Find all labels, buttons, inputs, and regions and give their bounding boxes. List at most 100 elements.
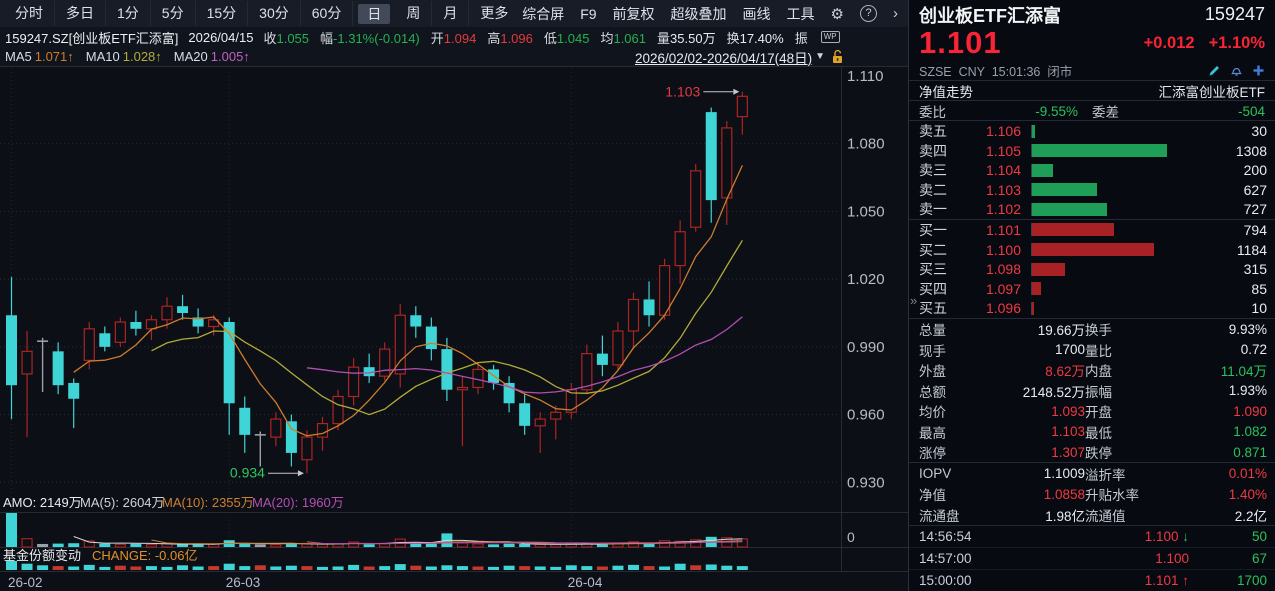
svg-text:MA(5): 2604万: MA(5): 2604万: [80, 495, 165, 510]
order-book-bids: 买一 1.101 794 买二 1.100 1184 买三 1.098 315 买四 1.097 85…: [909, 220, 1275, 319]
weibi-label: 委比: [919, 105, 946, 120]
range-dropdown-icon[interactable]: ▼: [815, 51, 825, 62]
edit-icon[interactable]: [1208, 64, 1221, 77]
period-menu: 分时 多日 1分 5分 15分 30分 60分日周月更多: [4, 0, 519, 27]
period-6[interactable]: 30分: [248, 1, 301, 26]
period-4[interactable]: 5分: [151, 1, 196, 26]
book-row-卖三[interactable]: 卖三 1.104 200: [919, 162, 1267, 179]
ma-item-MA10: MA10 1.028↑: [85, 49, 162, 64]
alert-bell-icon[interactable]: [1230, 64, 1243, 77]
period-toolbar: 分时 多日 1分 5分 15分 30分 60分日周月更多 综合屏 F9 前复权 超级叠加 画线 工具 ⚙…: [0, 0, 908, 27]
order-book-asks: 卖五 1.106 30 卖四 1.105 1308 卖三 1.104 200 卖二 1.103 627…: [909, 121, 1275, 220]
svg-text:0: 0: [847, 529, 855, 545]
svg-text:0.960: 0.960: [847, 407, 885, 424]
stat-row-外盘: 外盘 8.62万 内盘 11.04万: [919, 364, 1267, 380]
svg-text:1.110: 1.110: [847, 68, 883, 85]
depth-bar: [1032, 124, 1036, 138]
book-row-卖二[interactable]: 卖二 1.103 627: [919, 181, 1267, 198]
tool-item-4[interactable]: 超级叠加: [670, 5, 727, 22]
market-status: SZSE CNY 15:01:36 闭市: [919, 64, 1073, 79]
depth-bar: [1032, 282, 1041, 296]
svg-text:0.990: 0.990: [847, 339, 885, 356]
kline-chart[interactable]: 1.103 0.934 1.110 1.080 1.050 1.020 0.990 0.960…: [0, 66, 908, 591]
book-row-买四[interactable]: 买四 1.097 85: [919, 280, 1267, 297]
price-change: +0.012: [1143, 33, 1195, 52]
stat-row-总额: 总额 2148.52万 振幅 1.93%: [919, 383, 1267, 400]
book-row-买三[interactable]: 买三 1.098 315: [919, 261, 1267, 278]
stat-row-净值: 净值 1.0858 升贴水率 1.40%: [919, 486, 1267, 504]
gear-icon[interactable]: ⚙: [830, 5, 844, 23]
book-row-买五[interactable]: 买五 1.096 10: [919, 300, 1267, 317]
unlock-icon[interactable]: [831, 49, 844, 64]
price-change-pct: +1.10%: [1208, 33, 1265, 52]
period-11[interactable]: 更多: [480, 5, 509, 21]
info-bar: 159247.SZ[创业板ETF汇添富] 2026/04/15 收1.055 幅-…: [0, 27, 908, 47]
book-row-买一[interactable]: 买一 1.101 794: [919, 221, 1267, 238]
weibi-value: -9.55%: [1035, 103, 1078, 119]
depth-bar: [1032, 183, 1097, 197]
tool-item-6[interactable]: 工具: [786, 5, 815, 22]
svg-text:MA(20): 1960万: MA(20): 1960万: [252, 495, 344, 510]
svg-text:基金份额变动: 基金份额变动: [3, 548, 81, 563]
book-row-卖四[interactable]: 卖四 1.105 1308: [919, 142, 1267, 159]
period-3[interactable]: 1分: [106, 1, 151, 26]
toolbar-right: 综合屏 F9 前复权 超级叠加 画线 工具 ⚙? ›: [522, 4, 908, 24]
up-arrow-icon: ↑: [1178, 572, 1189, 588]
svg-text:26-03: 26-03: [226, 575, 261, 590]
svg-text:1.050: 1.050: [847, 203, 885, 220]
tick-row: 15:00:00 1.101 ↑ 1700: [909, 570, 1275, 591]
ma-item-MA5: MA5 1.071↑: [5, 49, 74, 64]
tool-item-1[interactable]: 综合屏: [522, 5, 565, 22]
field-量: 量35.50万: [657, 30, 716, 46]
period-1[interactable]: 分时: [4, 1, 55, 26]
stat-row-涨停: 涨停 1.307 跌停 0.871: [919, 444, 1267, 462]
svg-text:1.020: 1.020: [847, 271, 885, 288]
tool-item-2[interactable]: F9: [580, 5, 597, 22]
add-icon[interactable]: [1252, 64, 1265, 77]
svg-text:1.080: 1.080: [847, 136, 885, 153]
period-10[interactable]: 月: [432, 1, 470, 26]
tab-nav-trend[interactable]: 净值走势: [919, 84, 973, 100]
svg-text:CHANGE: -0.06亿: CHANGE: -0.06亿: [92, 548, 197, 563]
svg-text:26-04: 26-04: [568, 575, 603, 590]
depth-bar: [1032, 144, 1167, 158]
field-收: 收1.055: [263, 30, 310, 46]
field-换: 换17.40%: [726, 30, 784, 46]
period-8[interactable]: 日: [358, 3, 391, 24]
book-row-卖五[interactable]: 卖五 1.106 30: [919, 123, 1267, 139]
period-2[interactable]: 多日: [55, 1, 106, 26]
tool-item-5[interactable]: 画线: [742, 5, 771, 22]
ma-bar: MA5 1.071↑ MA10 1.028↑ MA20 1.005↑ 2026/02/02…: [0, 47, 908, 66]
period-5[interactable]: 15分: [196, 1, 249, 26]
tool-item-3[interactable]: 前复权: [612, 5, 655, 22]
fund-code: 159247: [1204, 4, 1265, 24]
field-幅: 幅-1.31%(-0.014): [320, 30, 420, 46]
stats-grid: 总量 19.66万 换手 9.93% 现手 1700 量比 0.72 外盘 8.62万 内盘 11.0…: [909, 319, 1275, 525]
wp-icon[interactable]: WP: [820, 31, 840, 43]
period-7[interactable]: 60分: [301, 1, 354, 26]
period-9[interactable]: 周: [395, 1, 433, 26]
svg-text:AMO: 2149万: AMO: 2149万: [3, 495, 82, 510]
svg-text:1.103: 1.103: [665, 83, 700, 99]
book-row-买二[interactable]: 买二 1.100 1184: [919, 241, 1267, 258]
fund-name: 创业板ETF汇添富: [919, 5, 1061, 26]
field-高: 高1.096: [487, 30, 533, 46]
expand-panel-icon[interactable]: »: [910, 293, 918, 308]
stat-row-流通盘: 流通盘 1.98亿 流通值 2.2亿: [919, 508, 1267, 524]
svg-text:0.930: 0.930: [847, 474, 885, 491]
ohlc-fields: 收1.055 幅-1.31%(-0.014) 开1.094 高1.096 低1.045 均…: [263, 28, 818, 47]
book-row-卖一[interactable]: 卖一 1.102 727: [919, 201, 1267, 218]
depth-bar: [1032, 262, 1065, 276]
weicha-value: -504: [1237, 103, 1265, 119]
svg-text:MA(10): 2355万: MA(10): 2355万: [162, 495, 254, 510]
date-range[interactable]: 2026/02/02-2026/04/17(48日): [634, 50, 813, 66]
field-振: 振: [794, 30, 808, 46]
depth-bar: [1032, 202, 1108, 216]
chevron-right-icon[interactable]: ›: [893, 5, 898, 22]
help-icon[interactable]: ?: [860, 5, 877, 22]
ma-values: MA5 1.071↑ MA10 1.028↑ MA20 1.005↑: [5, 49, 262, 64]
tick-list: 14:56:54 1.100 ↓ 50 14:57:00 1.100 67 15:00:00…: [909, 524, 1275, 591]
depth-bar: [1032, 301, 1034, 315]
related-fund-link[interactable]: 汇添富创业板ETF: [1158, 84, 1266, 100]
